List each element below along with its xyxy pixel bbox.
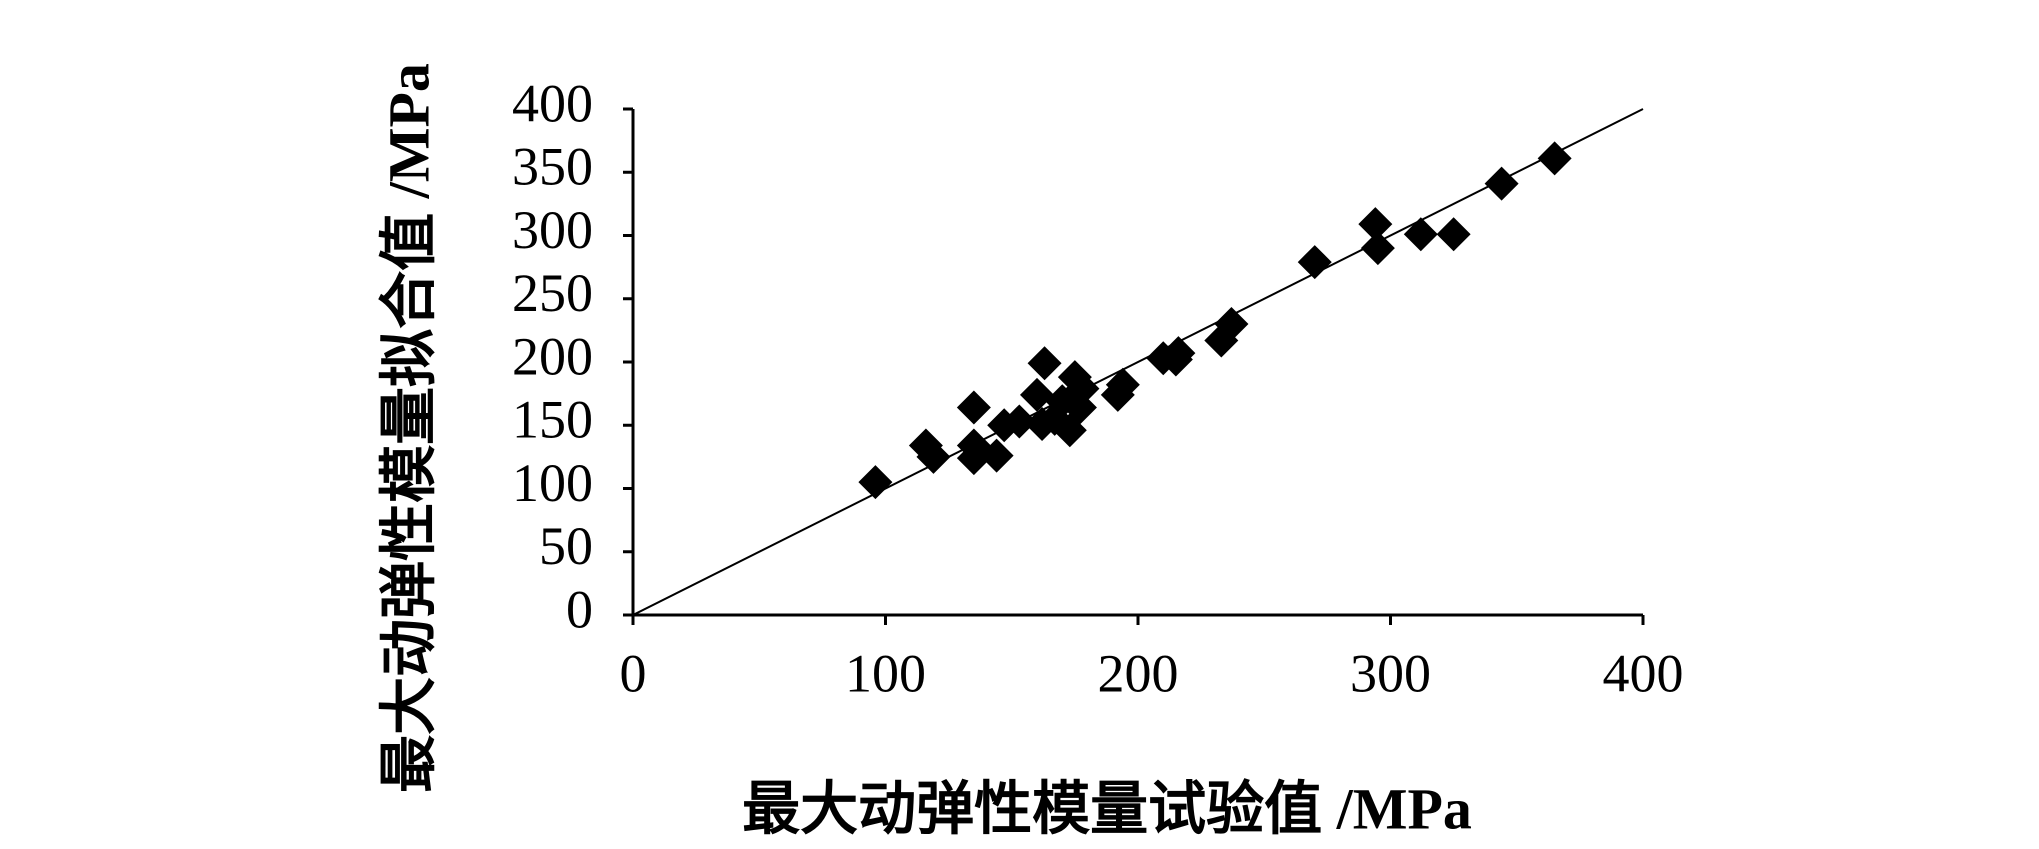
y-tick-label: 250 bbox=[512, 263, 593, 323]
y-tick-label: 150 bbox=[512, 390, 593, 450]
point bbox=[1403, 217, 1438, 252]
y-tick-label: 350 bbox=[512, 137, 593, 197]
point bbox=[1020, 377, 1054, 412]
x-tick-label: 400 bbox=[1603, 643, 1684, 703]
y-tick-label: 50 bbox=[539, 516, 593, 576]
point bbox=[1358, 207, 1393, 242]
point bbox=[916, 439, 951, 474]
y-tick-label: 300 bbox=[512, 200, 593, 260]
y-tick-label: 400 bbox=[512, 73, 593, 133]
point bbox=[1297, 245, 1332, 280]
point bbox=[1158, 342, 1193, 377]
point bbox=[956, 390, 991, 425]
x-tick-label: 100 bbox=[845, 643, 926, 703]
point bbox=[1484, 166, 1519, 201]
x-tick-label: 200 bbox=[1098, 643, 1179, 703]
y-tick-label: 0 bbox=[566, 579, 593, 639]
point bbox=[1105, 367, 1140, 402]
point bbox=[956, 441, 991, 476]
point bbox=[1214, 307, 1249, 342]
y-tick-label: 200 bbox=[512, 326, 593, 386]
x-tick-label: 300 bbox=[1350, 643, 1431, 703]
x-axis-label: 最大动弹性模量试验值 /MPa bbox=[742, 776, 1472, 841]
point bbox=[1360, 231, 1395, 266]
point bbox=[1027, 346, 1062, 381]
y-axis-label: 最大动弹性模量拟合值 /MPa bbox=[376, 63, 441, 793]
point bbox=[1062, 390, 1097, 425]
point bbox=[979, 438, 1014, 473]
x-tick-label: 0 bbox=[620, 643, 647, 703]
point bbox=[858, 465, 893, 500]
point bbox=[1537, 141, 1572, 176]
point bbox=[1436, 217, 1471, 252]
fit-line bbox=[632, 108, 1644, 616]
y-tick-label: 100 bbox=[512, 453, 593, 513]
point bbox=[1002, 404, 1037, 439]
